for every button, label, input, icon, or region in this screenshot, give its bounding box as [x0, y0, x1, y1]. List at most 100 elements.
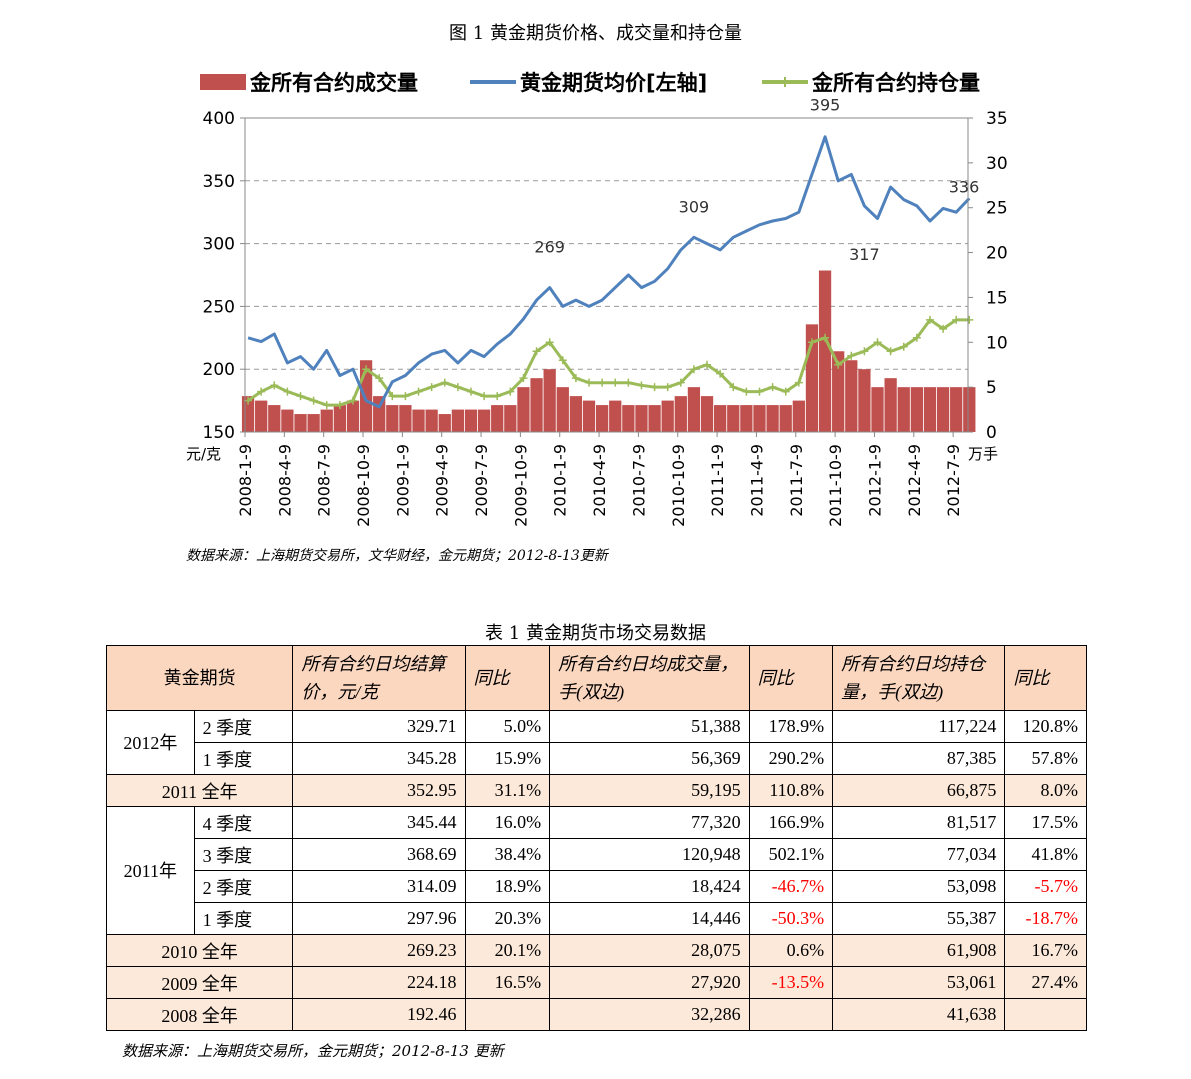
cell-price-yoy: 20.3%: [464, 902, 551, 935]
header-price-yoy: 同比: [464, 645, 551, 711]
volume-bar: [714, 405, 727, 432]
right-tick-label: 30: [986, 154, 1008, 174]
chart-lines: [244, 135, 974, 410]
oi-point: [453, 383, 462, 392]
row-label: 2009 全年: [105, 966, 294, 999]
cell-volume-yoy: [748, 998, 834, 1031]
table-row: 2011 全年 352.95 31.1% 59,195 110.8% 66,87…: [105, 774, 1087, 807]
row-label: 1 季度: [193, 742, 294, 775]
row-label: 1 季度: [193, 902, 294, 935]
volume-bar: [333, 405, 346, 432]
volume-bar: [595, 405, 609, 432]
oi-point: [519, 374, 528, 383]
oi-point: [348, 396, 357, 405]
cell-oi: 61,908: [832, 934, 1006, 967]
open-interest-line: [247, 318, 970, 407]
oi-point: [585, 378, 594, 387]
volume-bar: [753, 405, 766, 432]
oi-point: [742, 387, 751, 396]
cell-volume-yoy: 0.6%: [748, 934, 834, 967]
header-category: 黄金期货: [105, 645, 294, 711]
cell-volume-yoy: -13.5%: [748, 966, 834, 999]
row-label: 2010 全年: [105, 934, 294, 967]
volume-bar: [687, 387, 701, 432]
oi-point: [296, 392, 305, 401]
oi-point: [834, 360, 843, 369]
volume-bar: [740, 405, 753, 432]
volume-bar: [556, 387, 569, 432]
cell-price: 368.69: [292, 838, 466, 871]
oi-point: [571, 374, 580, 383]
oi-point: [427, 383, 436, 392]
cell-volume: 27,920: [549, 966, 750, 999]
volume-bar: [412, 409, 425, 432]
cell-volume: 51,388: [549, 710, 750, 743]
cell-price-yoy: [464, 998, 551, 1031]
left-tick-label: 350: [203, 172, 235, 192]
oi-point: [414, 387, 423, 396]
x-tick-label: 2011-7-9: [787, 444, 806, 517]
oi-point: [637, 381, 646, 390]
volume-bar: [818, 270, 832, 432]
volume-bar: [727, 405, 740, 432]
oi-point: [703, 360, 712, 369]
row-label: 2 季度: [193, 710, 294, 743]
oi-point: [375, 374, 384, 383]
cell-oi: 81,517: [832, 806, 1006, 839]
volume-bar: [923, 387, 937, 432]
oi-point: [650, 383, 659, 392]
cell-oi-yoy: 120.8%: [1004, 710, 1087, 743]
annotation-label: 309: [679, 197, 710, 216]
row-label: 2008 全年: [105, 998, 294, 1031]
cell-price: 224.18: [292, 966, 466, 999]
cell-oi: 53,098: [832, 870, 1006, 903]
cell-volume-yoy: -46.7%: [748, 870, 834, 903]
right-tick-label: 0: [986, 423, 997, 443]
left-tick-label: 400: [203, 109, 235, 129]
table-row: 3 季度 368.69 38.4% 120,948 502.1% 77,034 …: [107, 838, 1087, 871]
cell-oi: 117,224: [832, 710, 1006, 743]
cell-price: 345.44: [292, 806, 466, 839]
volume-bar: [832, 351, 845, 432]
oi-point: [257, 387, 266, 396]
cell-volume: 77,320: [549, 806, 750, 839]
cell-volume-yoy: 290.2%: [748, 742, 834, 775]
cell-price: 192.46: [292, 998, 466, 1031]
oi-point: [925, 315, 934, 324]
x-tick-label: 2010-7-9: [629, 444, 648, 517]
table-row: 2008 全年 192.46 32,286 41,638: [105, 998, 1087, 1031]
oi-point: [847, 351, 856, 360]
volume-bar: [504, 405, 517, 432]
oi-point: [440, 378, 449, 387]
right-unit-label: 万手: [968, 445, 998, 463]
oi-point: [283, 387, 292, 396]
x-tick-label: 2008-1-9: [236, 444, 255, 517]
table-row: 2009 全年 224.18 16.5% 27,920 -13.5% 53,06…: [105, 966, 1087, 999]
cell-price-yoy: 38.4%: [464, 838, 551, 871]
cell-price: 352.95: [292, 774, 466, 807]
oi-point: [873, 338, 882, 347]
cell-volume: 59,195: [549, 774, 750, 807]
oi-point: [532, 347, 541, 356]
cell-price-yoy: 5.0%: [464, 710, 551, 743]
year-label-2012: 2012年: [106, 710, 195, 775]
cell-price: 329.71: [292, 710, 466, 743]
cell-price-yoy: 31.1%: [464, 774, 551, 807]
right-tick-label: 15: [986, 288, 1008, 308]
oi-point: [899, 342, 908, 351]
volume-bar: [346, 400, 360, 432]
left-tick-label: 250: [203, 297, 235, 317]
volume-bar: [897, 387, 910, 432]
oi-point: [689, 365, 698, 374]
x-tick-label: 2011-4-9: [747, 444, 766, 517]
table-title: 表 1 黄金期货市场交易数据: [485, 623, 706, 644]
volume-bar: [792, 400, 805, 432]
cell-price-yoy: 15.9%: [464, 742, 551, 775]
oi-point: [401, 392, 410, 401]
cell-oi-yoy: [1004, 998, 1087, 1031]
oi-point: [716, 369, 725, 378]
cell-volume: 56,369: [549, 742, 750, 775]
year-label-2011: 2011年: [106, 806, 195, 935]
oi-point: [545, 338, 554, 347]
oi-point: [388, 392, 397, 401]
